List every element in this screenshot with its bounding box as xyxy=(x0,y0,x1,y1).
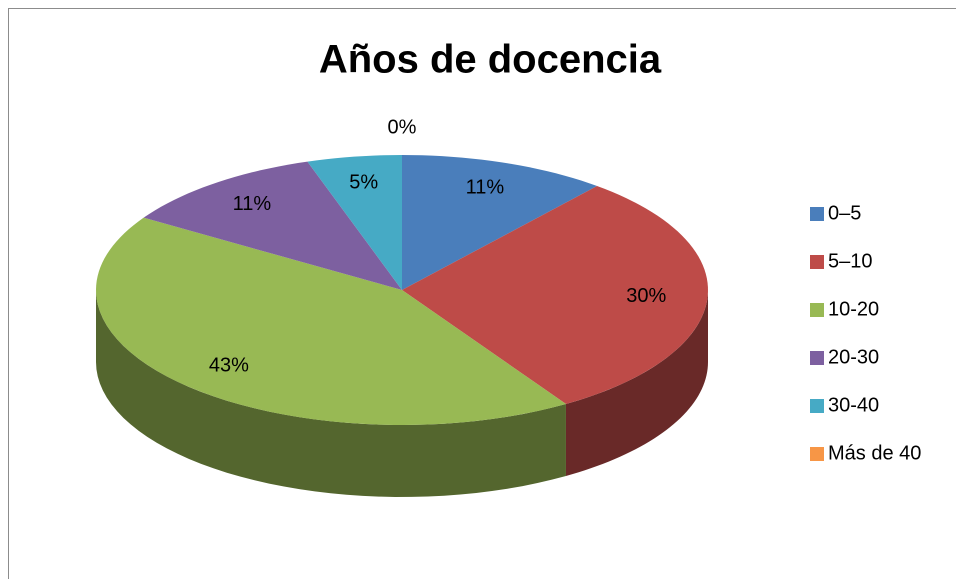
slice xyxy=(143,161,402,290)
legend-label: 0–5 xyxy=(828,202,861,224)
data-label: 11% xyxy=(466,177,505,199)
legend-label: 10-20 xyxy=(828,298,879,320)
slice xyxy=(402,185,708,404)
data-label: 0% xyxy=(388,116,417,138)
chart-title: Años de docencia xyxy=(319,38,662,82)
chart-frame xyxy=(8,8,956,579)
data-label: 5% xyxy=(349,172,378,194)
slice xyxy=(96,217,566,425)
legend-label: Más de 40 xyxy=(828,442,921,464)
slice xyxy=(402,155,598,290)
data-label: 43% xyxy=(209,355,249,377)
legend-swatch xyxy=(810,255,824,269)
legend-swatch xyxy=(810,303,824,317)
legend-label: 30-40 xyxy=(828,394,879,416)
data-label: 30% xyxy=(626,285,666,307)
data-label: 11% xyxy=(233,193,272,215)
legend-swatch xyxy=(810,207,824,221)
legend-label: 5–10 xyxy=(828,250,873,272)
legend-label: 20-30 xyxy=(828,346,879,368)
legend-swatch xyxy=(810,447,824,461)
legend-swatch xyxy=(810,351,824,365)
slice-side xyxy=(565,290,708,476)
slice xyxy=(307,155,402,290)
slice-side xyxy=(96,290,566,497)
legend-swatch xyxy=(810,399,824,413)
